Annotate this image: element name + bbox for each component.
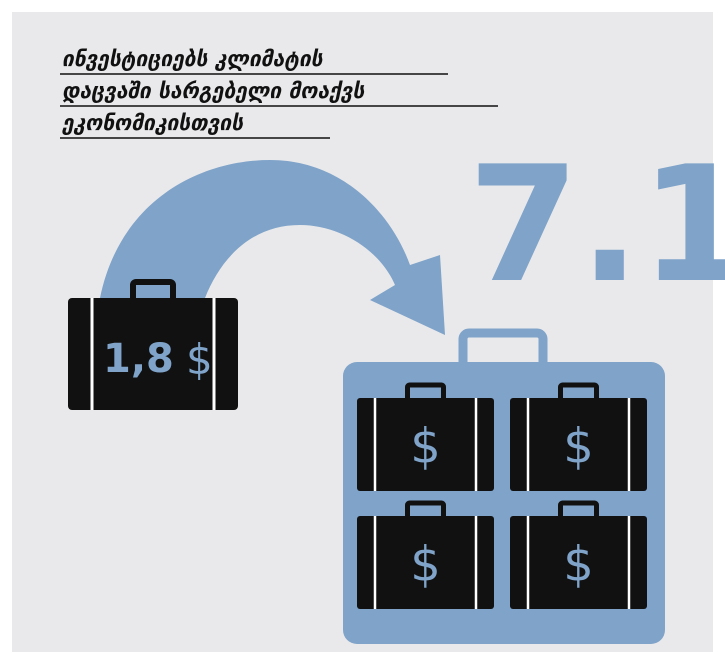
briefcase <box>510 516 647 609</box>
currency: $ <box>410 419 441 475</box>
big-number: 7.1 <box>468 131 725 318</box>
briefcase <box>68 298 238 410</box>
currency: $ <box>410 537 441 593</box>
briefcase <box>510 398 647 491</box>
title-line: ეკონომიკისთვის <box>61 111 243 135</box>
briefcase <box>357 516 494 609</box>
arrow <box>100 160 445 335</box>
currency: $ <box>563 537 594 593</box>
title-line: დაცვაში სარგებელი მოაქვს <box>62 79 365 103</box>
currency: $ <box>186 335 213 384</box>
title-line: ინვესტიციებს კლიმატის <box>62 47 323 71</box>
currency: $ <box>563 419 594 475</box>
amount: 1,8 <box>103 336 174 382</box>
briefcase <box>357 398 494 491</box>
